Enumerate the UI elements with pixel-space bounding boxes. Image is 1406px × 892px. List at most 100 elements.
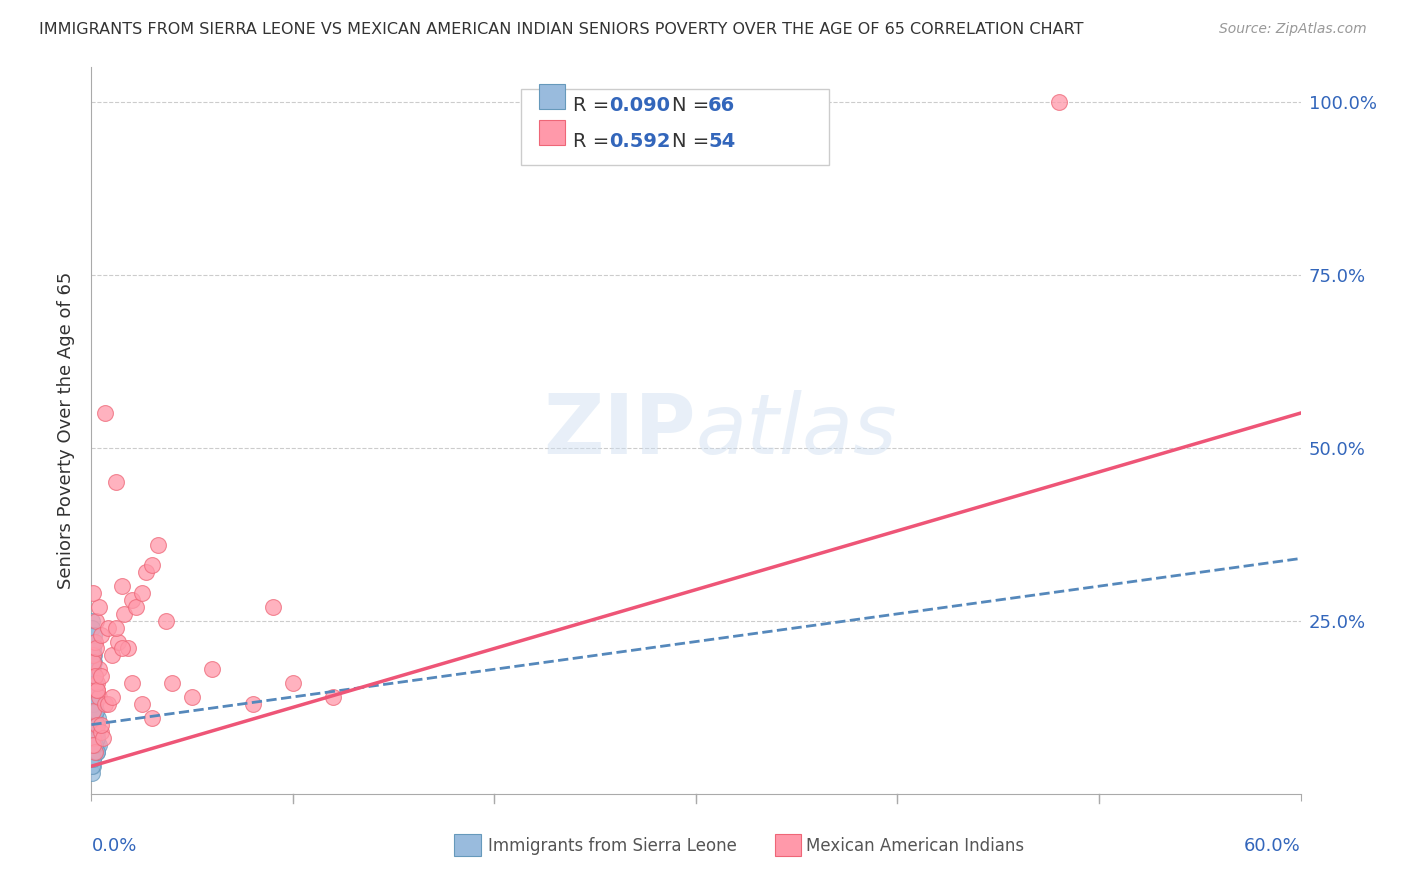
Point <box>90 724 112 739</box>
Point <box>84 690 107 704</box>
Point <box>82 641 104 656</box>
Point <box>86 614 108 628</box>
Point <box>82 766 104 780</box>
Point <box>93 731 115 746</box>
Point <box>141 711 163 725</box>
Point <box>82 683 104 698</box>
Point <box>90 669 112 683</box>
Point <box>100 690 122 704</box>
Point <box>160 676 183 690</box>
Point <box>84 724 107 739</box>
Point <box>322 690 344 704</box>
Point <box>83 717 105 731</box>
Point <box>82 656 104 670</box>
Point <box>82 731 104 746</box>
Point <box>83 656 105 670</box>
Point <box>82 586 104 600</box>
Point <box>111 579 132 593</box>
Point <box>82 759 104 773</box>
Point <box>82 752 104 766</box>
Point <box>135 566 157 580</box>
Point <box>141 558 163 573</box>
Text: Source: ZipAtlas.com: Source: ZipAtlas.com <box>1219 22 1367 37</box>
Point <box>82 683 104 698</box>
Point <box>146 538 169 552</box>
Point <box>242 697 264 711</box>
Bar <box>775 834 801 855</box>
Text: ZIP: ZIP <box>544 390 696 471</box>
Point <box>84 745 107 759</box>
Point <box>83 724 105 739</box>
Point <box>84 683 107 698</box>
Point <box>86 641 108 656</box>
FancyBboxPatch shape <box>520 88 830 165</box>
Point <box>83 724 105 739</box>
Point <box>82 704 104 718</box>
Point <box>83 745 105 759</box>
Point <box>82 745 104 759</box>
Point <box>86 717 108 731</box>
Bar <box>538 120 565 145</box>
Text: 0.0%: 0.0% <box>91 838 136 855</box>
Point <box>90 627 112 641</box>
Text: 0.090: 0.090 <box>609 96 669 115</box>
Point <box>82 634 104 648</box>
Point <box>83 690 105 704</box>
Point <box>82 731 104 746</box>
Point <box>125 599 148 614</box>
Point <box>89 662 111 676</box>
Point <box>262 599 284 614</box>
Point <box>84 711 107 725</box>
Point <box>86 704 108 718</box>
Point <box>155 614 177 628</box>
Point <box>112 607 135 621</box>
Point <box>84 739 107 753</box>
Point <box>201 662 224 676</box>
Point <box>82 676 104 690</box>
Point <box>83 745 105 759</box>
Point <box>84 697 107 711</box>
Point <box>86 745 108 759</box>
Point <box>86 724 108 739</box>
Text: R =: R = <box>572 96 616 115</box>
Text: 60.0%: 60.0% <box>1244 838 1301 855</box>
Point <box>82 759 104 773</box>
Point <box>84 717 107 731</box>
Point <box>82 676 104 690</box>
Point <box>82 662 104 676</box>
Point <box>82 648 104 663</box>
Bar <box>538 85 565 109</box>
Point <box>82 697 104 711</box>
Point <box>96 697 118 711</box>
Point <box>86 745 108 759</box>
Point <box>89 739 111 753</box>
Point <box>86 731 108 746</box>
Text: N =: N = <box>672 132 716 152</box>
Point <box>83 648 105 663</box>
Point <box>83 739 105 753</box>
Point <box>83 690 105 704</box>
Point <box>86 731 108 746</box>
Point <box>82 739 104 753</box>
Point <box>121 676 143 690</box>
Point <box>104 475 127 490</box>
Point <box>84 704 107 718</box>
Point <box>82 634 104 648</box>
Point <box>86 683 108 698</box>
Point <box>131 586 153 600</box>
Point <box>82 739 104 753</box>
Point <box>82 662 104 676</box>
Point <box>84 697 107 711</box>
Point <box>82 656 104 670</box>
Text: 0.592: 0.592 <box>609 132 671 152</box>
Point <box>117 641 139 656</box>
Text: IMMIGRANTS FROM SIERRA LEONE VS MEXICAN AMERICAN INDIAN SENIORS POVERTY OVER THE: IMMIGRANTS FROM SIERRA LEONE VS MEXICAN … <box>39 22 1084 37</box>
Point <box>89 599 111 614</box>
Text: atlas: atlas <box>696 390 897 471</box>
Point <box>82 669 104 683</box>
Point <box>84 711 107 725</box>
Point <box>94 406 117 420</box>
Text: 54: 54 <box>709 132 735 152</box>
Text: 66: 66 <box>709 96 735 115</box>
Point <box>86 683 108 698</box>
